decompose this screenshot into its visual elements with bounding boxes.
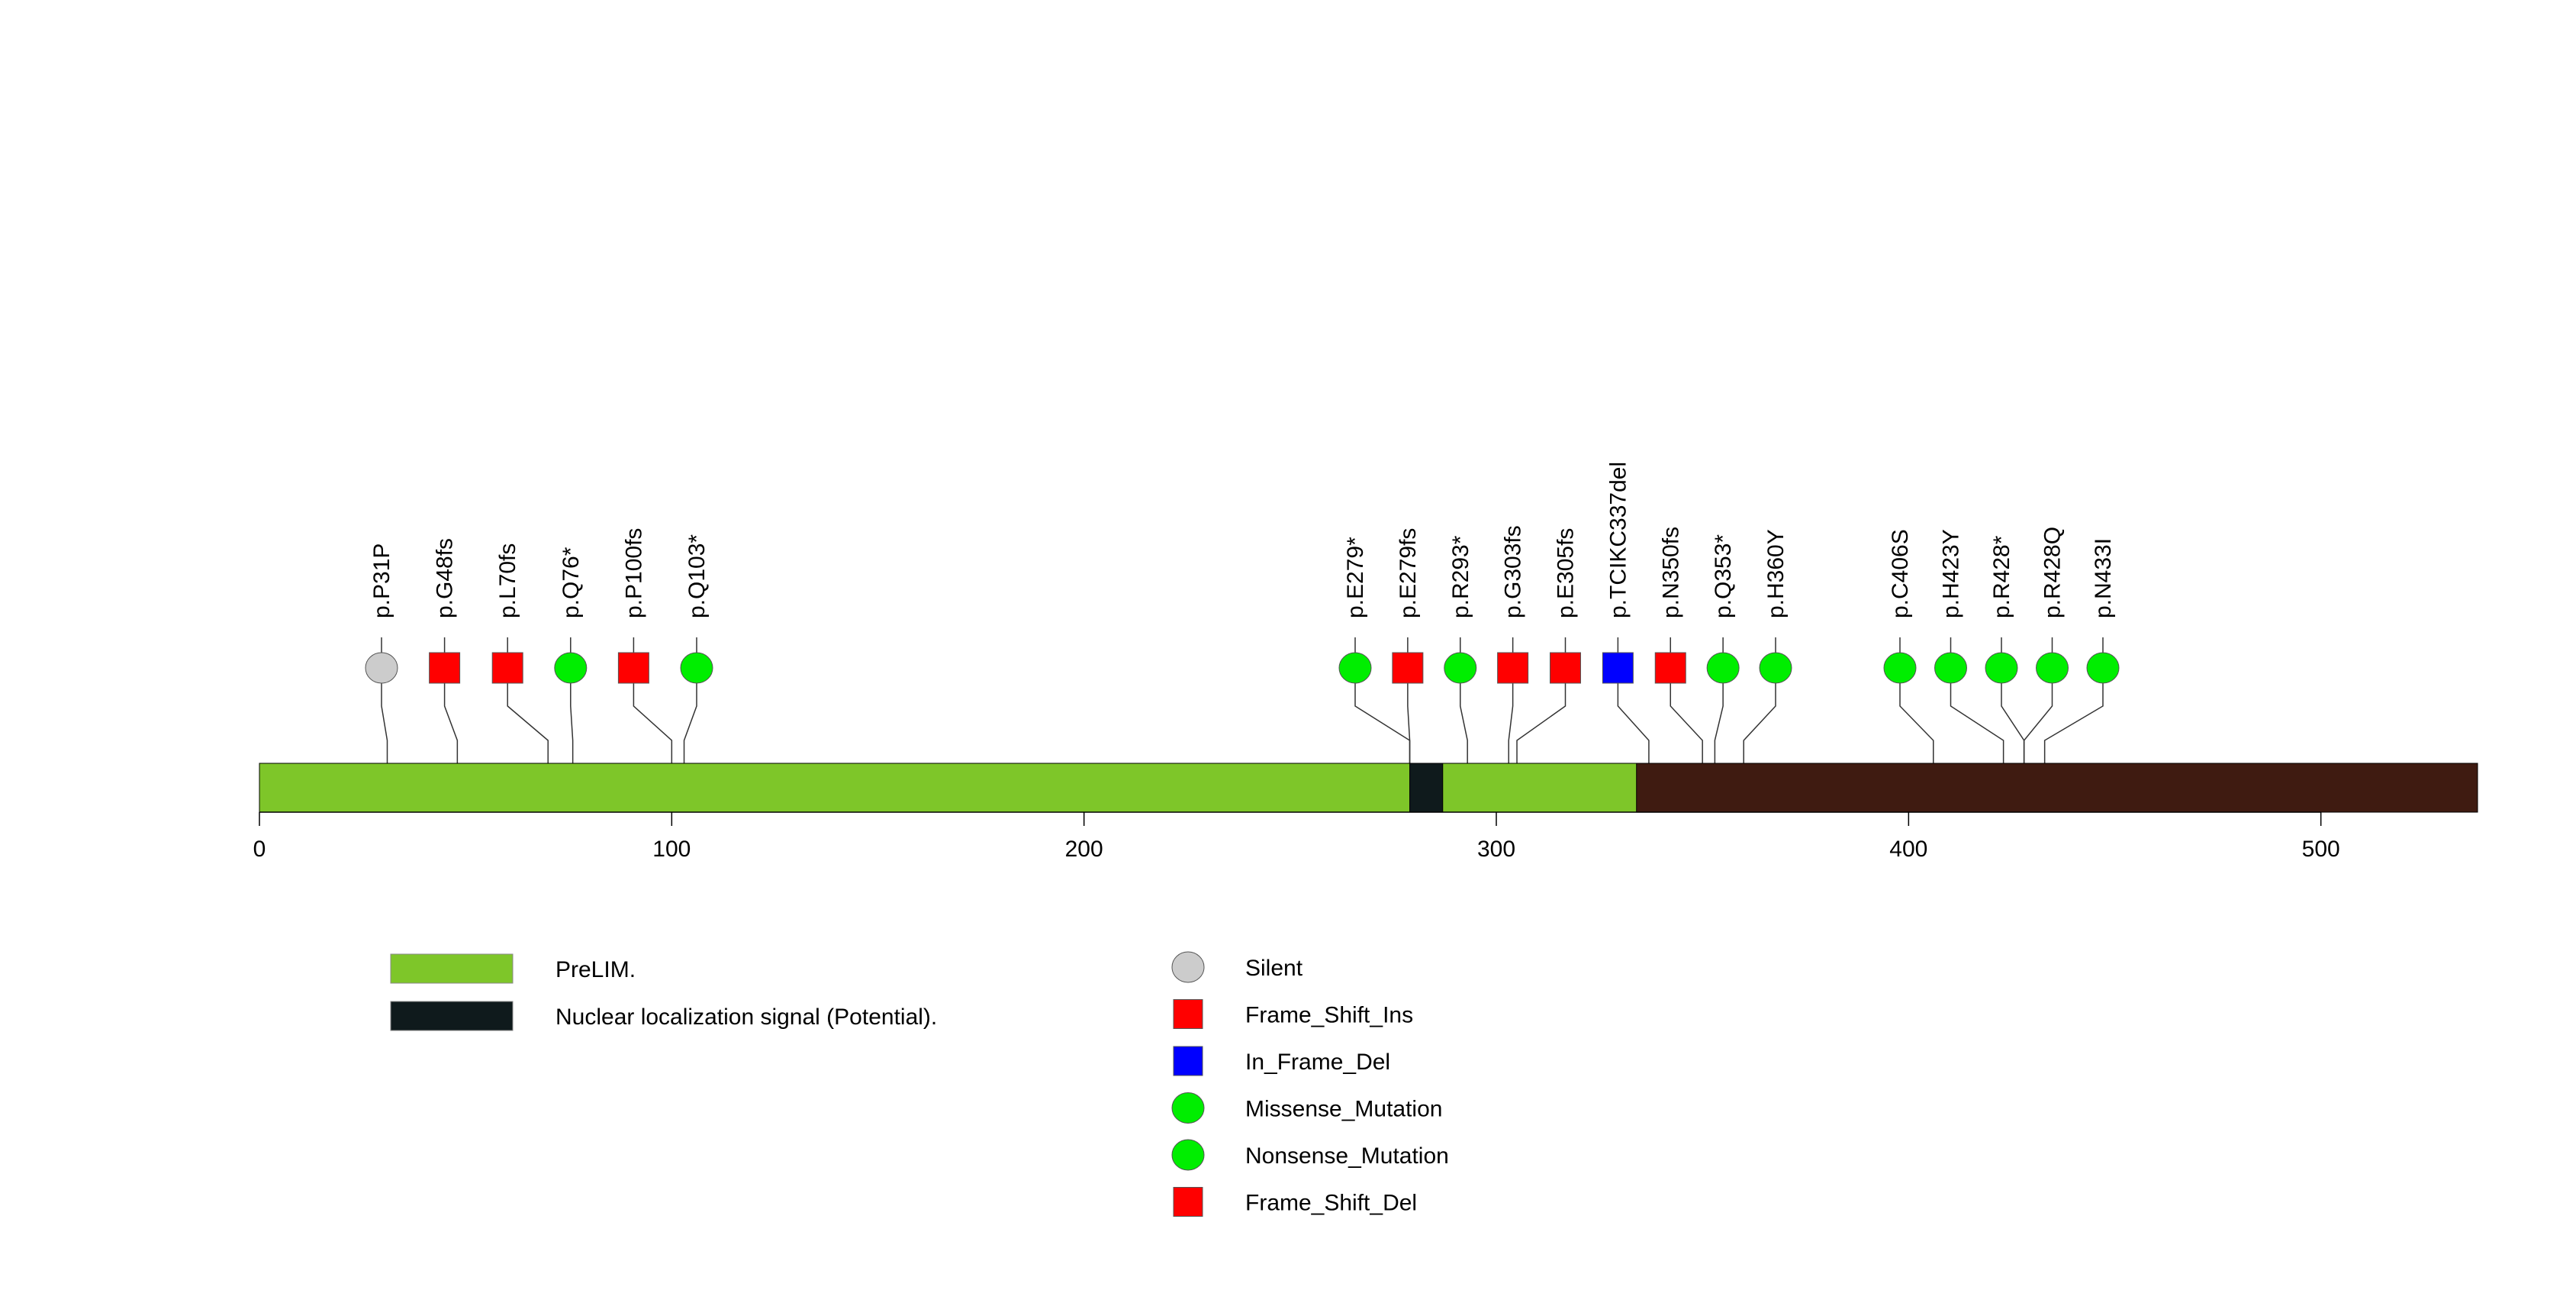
mutation-labels: p.P31P p.G48fs p.L70fs p.Q76* p.P100fs p.Q103… <box>369 462 2116 618</box>
marker-p-e305fs <box>1550 652 1581 684</box>
x-tick-label-400: 400 <box>1889 837 1927 862</box>
label-p-p31p: p.P31P <box>369 543 394 618</box>
label-p-g48fs: p.G48fs <box>433 538 458 618</box>
mutation-markers <box>365 652 2120 684</box>
marker-p-n433i <box>2086 652 2120 684</box>
x-tick-label-500: 500 <box>2302 837 2340 862</box>
label-p-h423y: p.H423Y <box>1939 529 1964 618</box>
marker-p-c406s <box>1883 652 1917 684</box>
legend-type-silent: Silent <box>1245 956 1303 981</box>
legend-symbol-frame-shift-ins <box>1173 999 1203 1029</box>
marker-p-h360y <box>1759 652 1792 684</box>
marker-p-q103 <box>680 652 713 684</box>
marker-p-g48fs <box>429 652 461 684</box>
marker-p-r428 <box>1985 652 2018 684</box>
x-axis: 0 100 200 300 400 500 <box>253 811 2340 862</box>
x-tick-label-0: 0 <box>253 837 266 862</box>
marker-p-e279fs <box>1392 652 1424 684</box>
protein-backbone <box>259 763 2478 813</box>
marker-p-p100fs <box>617 652 649 684</box>
label-p-r428q: p.R428Q <box>2040 527 2066 618</box>
legend-type-frame-shift-del: Frame_Shift_Del <box>1245 1191 1417 1216</box>
label-p-r293: p.R293* <box>1448 535 1473 618</box>
marker-p-p31p <box>365 652 398 684</box>
marker-p-q76 <box>554 652 588 684</box>
label-p-h360y: p.H360Y <box>1763 529 1789 618</box>
marker-p-g303fs <box>1497 652 1529 684</box>
x-tick-label-100: 100 <box>652 837 691 862</box>
marker-p-q353 <box>1706 652 1740 684</box>
legend-label-prelim: PreLIM. <box>555 957 636 982</box>
label-p-n350fs: p.N350fs <box>1658 527 1683 618</box>
legend-symbol-missense-mutation <box>1171 1092 1205 1124</box>
domain-legend: PreLIM. Nuclear localization signal (Pote… <box>390 953 937 1031</box>
marker-p-tcikc337del <box>1602 652 1634 684</box>
label-p-q103: p.Q103* <box>684 534 710 618</box>
label-p-l70fs: p.L70fs <box>495 543 520 618</box>
legend-swatch-prelim <box>390 953 514 984</box>
label-p-g303fs: p.G303fs <box>1501 525 1526 618</box>
legend-type-nonsense-mutation: Nonsense_Mutation <box>1245 1143 1449 1169</box>
marker-p-l70fs <box>491 652 523 684</box>
marker-p-h423y <box>1934 652 1967 684</box>
label-p-r428: p.R428* <box>1989 535 2014 618</box>
label-p-tcikc337del: p.TCIKC337del <box>1605 462 1631 618</box>
marker-p-r428q <box>2036 652 2069 684</box>
mutation-type-legend: Silent Frame_Shift_Ins In_Frame_Del Missens… <box>1171 951 1449 1217</box>
marker-p-r293 <box>1444 652 1477 684</box>
x-tick-label-300: 300 <box>1477 837 1515 862</box>
label-p-p100fs: p.P100fs <box>621 528 646 618</box>
legend-symbol-frame-shift-del <box>1173 1187 1203 1217</box>
legend-type-in-frame-del: In_Frame_Del <box>1245 1050 1390 1075</box>
legend-type-frame-shift-ins: Frame_Shift_Ins <box>1245 1003 1413 1028</box>
legend-symbol-in-frame-del <box>1173 1046 1203 1076</box>
domain-prelim <box>259 763 1637 813</box>
label-p-n433i: p.N433I <box>2091 538 2116 618</box>
label-p-e279: p.E279* <box>1343 537 1368 618</box>
label-p-q353: p.Q353* <box>1711 534 1736 618</box>
domain-nuclear-localization-signal-potential <box>1409 763 1444 813</box>
label-p-c406s: p.C406S <box>1888 529 1913 618</box>
x-tick-label-200: 200 <box>1065 837 1103 862</box>
label-p-e279fs: p.E279fs <box>1396 528 1421 618</box>
marker-p-e279 <box>1338 652 1372 684</box>
label-p-e305fs: p.E305fs <box>1554 528 1579 618</box>
legend-swatch-nuclear-localization-signal-potential <box>390 1001 514 1031</box>
legend-type-missense-mutation: Missense_Mutation <box>1245 1097 1442 1122</box>
marker-p-n350fs <box>1654 652 1686 684</box>
label-p-q76: p.Q76* <box>559 547 584 618</box>
legend-symbol-silent <box>1171 951 1205 983</box>
legend-symbol-nonsense-mutation <box>1171 1139 1205 1171</box>
legend-label-nuclear-localization-signal-potential: Nuclear localization signal (Potential). <box>555 1005 937 1030</box>
